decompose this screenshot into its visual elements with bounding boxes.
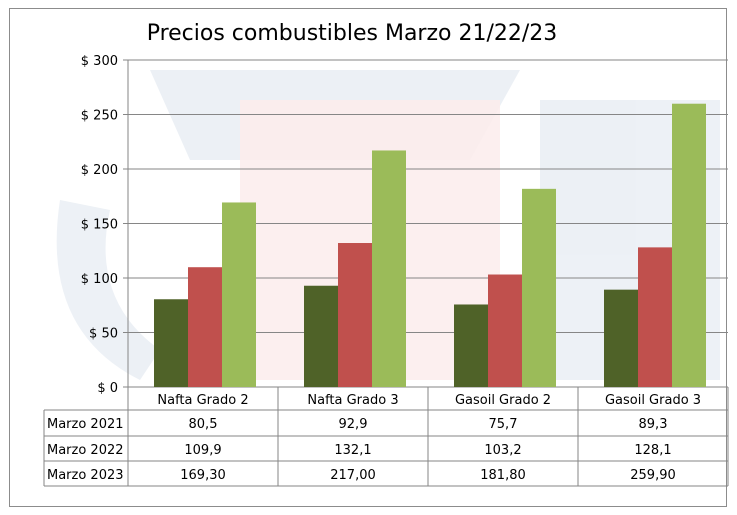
table-cell: 217,00: [330, 468, 376, 483]
bar-0-3: [604, 289, 638, 387]
bar-0-2: [454, 304, 488, 387]
series-label: Marzo 2021: [47, 417, 124, 432]
category-label: Gasoil Grado 3: [605, 393, 701, 408]
table-cell: 132,1: [334, 443, 371, 458]
category-label: Gasoil Grado 2: [455, 393, 551, 408]
y-tick-label: $ 300: [81, 54, 118, 69]
table-cell: 128,1: [634, 443, 671, 458]
bar-0-0: [154, 299, 188, 387]
legend-key-1: Marzo 2022: [47, 443, 124, 458]
legend-key-2: Marzo 2023: [47, 468, 124, 483]
chart-title: Precios combustibles Marzo 21/22/23: [147, 21, 558, 46]
y-tick-label: $ 100: [81, 272, 118, 287]
y-tick-label: $ 0: [97, 381, 118, 396]
y-tick-label: $ 50: [89, 327, 118, 342]
y-tick-label: $ 200: [81, 163, 118, 178]
table-cell: 103,2: [484, 443, 521, 458]
bar-1-3: [638, 247, 672, 387]
bar-2-2: [522, 188, 556, 387]
table-cell: 181,80: [480, 468, 526, 483]
bar-1-2: [488, 274, 522, 387]
table-cell: 109,9: [184, 443, 221, 458]
category-label: Nafta Grado 3: [307, 393, 398, 408]
bar-2-0: [222, 202, 256, 387]
bar-0-1: [304, 285, 338, 387]
y-tick-label: $ 150: [81, 218, 118, 233]
table-cell: 80,5: [189, 417, 218, 432]
series-label: Marzo 2023: [47, 468, 124, 483]
legend-key-0: Marzo 2021: [47, 417, 124, 432]
series-label: Marzo 2022: [47, 443, 124, 458]
bar-1-1: [338, 243, 372, 387]
table-cell: 89,3: [639, 417, 668, 432]
bar-2-3: [672, 103, 706, 388]
table-cell: 169,30: [180, 468, 226, 483]
category-label: Nafta Grado 2: [157, 393, 248, 408]
table-cell: 75,7: [489, 417, 518, 432]
table-cell: 92,9: [339, 417, 368, 432]
y-tick-label: $ 250: [81, 109, 118, 124]
chart-frame: [9, 8, 727, 507]
bar-1-0: [188, 267, 222, 387]
bar-2-1: [372, 150, 406, 387]
table-cell: 259,90: [630, 468, 676, 483]
